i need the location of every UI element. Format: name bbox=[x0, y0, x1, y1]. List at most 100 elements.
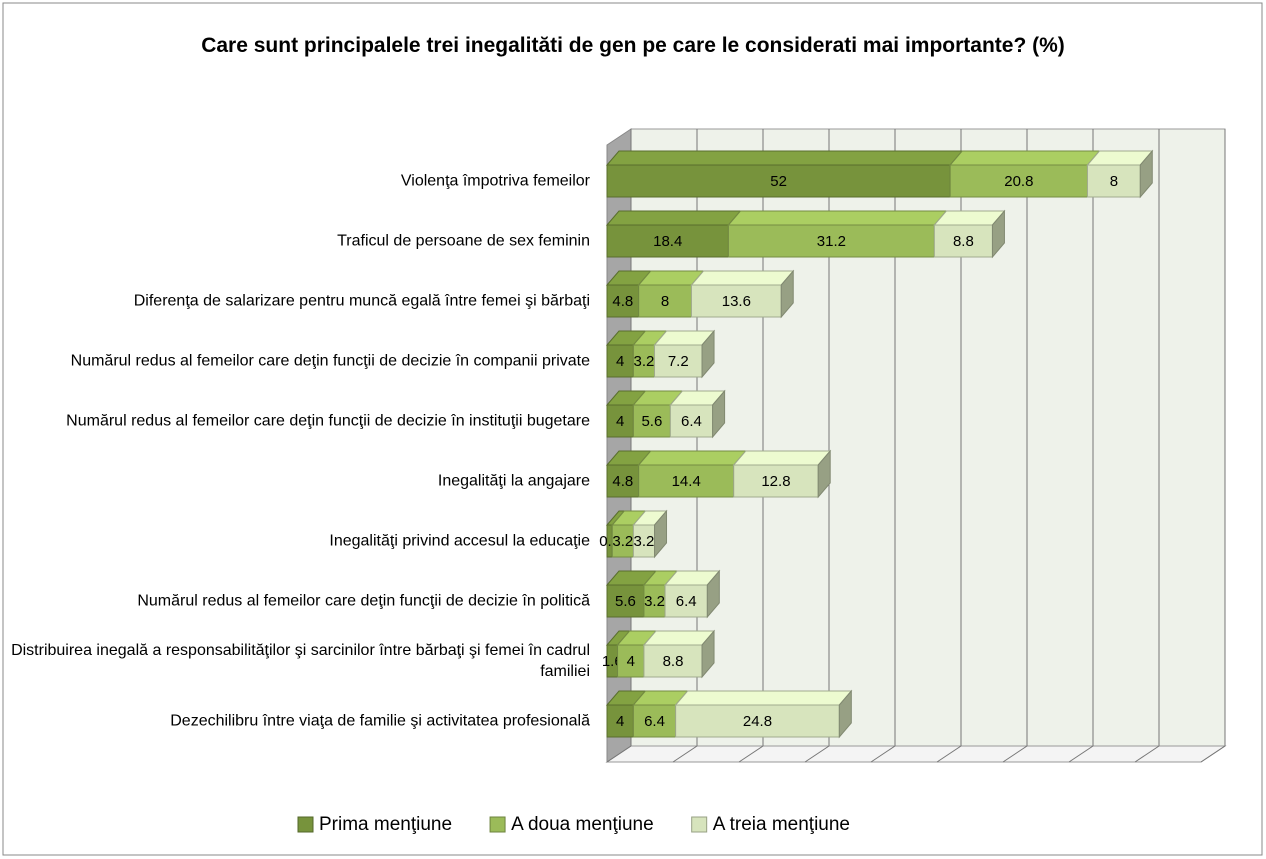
grid-line bbox=[1134, 129, 1160, 763]
value-label: 7.2 bbox=[668, 353, 689, 370]
bar-segment bbox=[642, 629, 716, 679]
value-label: 20.8 bbox=[1004, 173, 1033, 190]
value-label: 13.6 bbox=[722, 293, 751, 310]
bar-front bbox=[632, 404, 671, 438]
legend-swatch bbox=[297, 816, 314, 833]
bar-segment bbox=[632, 390, 684, 438]
bar-side bbox=[991, 209, 1005, 259]
value-label: 8.8 bbox=[953, 233, 974, 250]
category-label: Diferenţa de salarizare pentru muncă ega… bbox=[133, 292, 590, 310]
category-label: Numărul redus al femeilor care deţin fun… bbox=[70, 352, 590, 370]
bar-front bbox=[949, 164, 1088, 198]
value-label: 6.4 bbox=[681, 413, 702, 430]
bar-top bbox=[605, 210, 742, 226]
value-label: 52 bbox=[770, 173, 787, 190]
bar-segment bbox=[669, 389, 726, 439]
bar-front bbox=[638, 284, 692, 318]
grid-line bbox=[738, 129, 764, 763]
value-label: 4.8 bbox=[612, 473, 633, 490]
legend-label: A treia menţiune bbox=[713, 814, 850, 835]
bar-side bbox=[701, 629, 715, 679]
value-label: 12.8 bbox=[761, 473, 790, 490]
bar-side bbox=[706, 569, 720, 619]
bar-segment bbox=[727, 210, 948, 258]
value-label: 6.4 bbox=[676, 593, 697, 610]
bar-side bbox=[654, 509, 668, 559]
bar-top bbox=[727, 210, 948, 226]
bar-front bbox=[675, 704, 840, 738]
bar-front bbox=[606, 404, 634, 438]
bar-segment bbox=[611, 510, 647, 558]
bar-front bbox=[606, 164, 951, 198]
bar-side bbox=[838, 689, 852, 739]
bar-top bbox=[690, 270, 795, 286]
bar-front bbox=[606, 584, 645, 618]
bar-segment bbox=[605, 570, 658, 618]
value-label: 5.6 bbox=[641, 413, 662, 430]
value-label: 4.8 bbox=[612, 293, 633, 310]
value-label: 4 bbox=[627, 653, 635, 670]
value-label: 3.2 bbox=[644, 593, 665, 610]
bar-front bbox=[638, 464, 735, 498]
bar-segment bbox=[1086, 149, 1154, 199]
bar-front bbox=[664, 584, 708, 618]
value-label: 3.2 bbox=[612, 533, 633, 550]
legend-swatch bbox=[489, 816, 506, 833]
bar-top bbox=[605, 150, 964, 166]
bar-top bbox=[674, 690, 853, 706]
bar-front bbox=[933, 224, 993, 258]
value-label: 24.8 bbox=[743, 713, 772, 730]
legend-swatch bbox=[691, 816, 708, 833]
value-label: 31.2 bbox=[817, 233, 846, 250]
bar-side bbox=[712, 389, 726, 439]
value-label: 4 bbox=[616, 353, 624, 370]
category-label: Distribuirea inegală a responsabilităţil… bbox=[11, 642, 590, 680]
grid-line bbox=[936, 129, 962, 763]
floor bbox=[605, 745, 1227, 763]
value-label: 8 bbox=[1110, 173, 1118, 190]
bar-side bbox=[701, 329, 715, 379]
legend-label: A doua menţiune bbox=[511, 814, 654, 835]
bar-segment bbox=[653, 329, 716, 379]
bar-segment bbox=[605, 210, 742, 258]
category-label: Dezechilibru între viaţa de familie şi a… bbox=[170, 712, 590, 730]
legend-label: Prima menţiune bbox=[319, 814, 452, 835]
bar-segment bbox=[605, 270, 652, 318]
grid-line bbox=[1068, 129, 1094, 763]
bar-front bbox=[727, 224, 935, 258]
category-label: Numărul redus al femeilor care deţin fun… bbox=[137, 592, 590, 610]
bar-top bbox=[732, 450, 832, 466]
value-label: 18.4 bbox=[653, 233, 682, 250]
value-label: 4 bbox=[616, 413, 624, 430]
bar-segment bbox=[690, 269, 795, 319]
value-label: 14.4 bbox=[672, 473, 701, 490]
value-label: 5.6 bbox=[615, 593, 636, 610]
category-label: Inegalităţi privind accesul la educaţie bbox=[329, 532, 590, 550]
grid-line bbox=[870, 129, 896, 763]
bar-segment bbox=[632, 509, 668, 559]
grid-line bbox=[1200, 129, 1226, 763]
value-label: 6.4 bbox=[644, 713, 665, 730]
bar-segment bbox=[605, 450, 652, 498]
bar-segment bbox=[637, 270, 705, 318]
bar-segment bbox=[663, 569, 721, 619]
bar-top bbox=[637, 450, 747, 466]
value-label: 8.8 bbox=[663, 653, 684, 670]
category-label: Violenţa împotriva femeilor bbox=[400, 172, 590, 190]
bar-front bbox=[654, 344, 703, 378]
value-label: 8 bbox=[661, 293, 669, 310]
bar-front bbox=[606, 284, 640, 318]
bar-side bbox=[817, 449, 831, 499]
bar-segment bbox=[949, 150, 1101, 198]
bar-front bbox=[617, 644, 645, 678]
bar-front bbox=[733, 464, 819, 498]
value-label: 3.2 bbox=[634, 353, 655, 370]
bar-front bbox=[632, 704, 677, 738]
bar-top bbox=[949, 150, 1101, 166]
grid-line bbox=[1002, 129, 1028, 763]
bar-segment bbox=[732, 449, 832, 499]
chart-title: Care sunt principalele trei inegalităti … bbox=[201, 34, 1065, 57]
bar-side bbox=[780, 269, 794, 319]
